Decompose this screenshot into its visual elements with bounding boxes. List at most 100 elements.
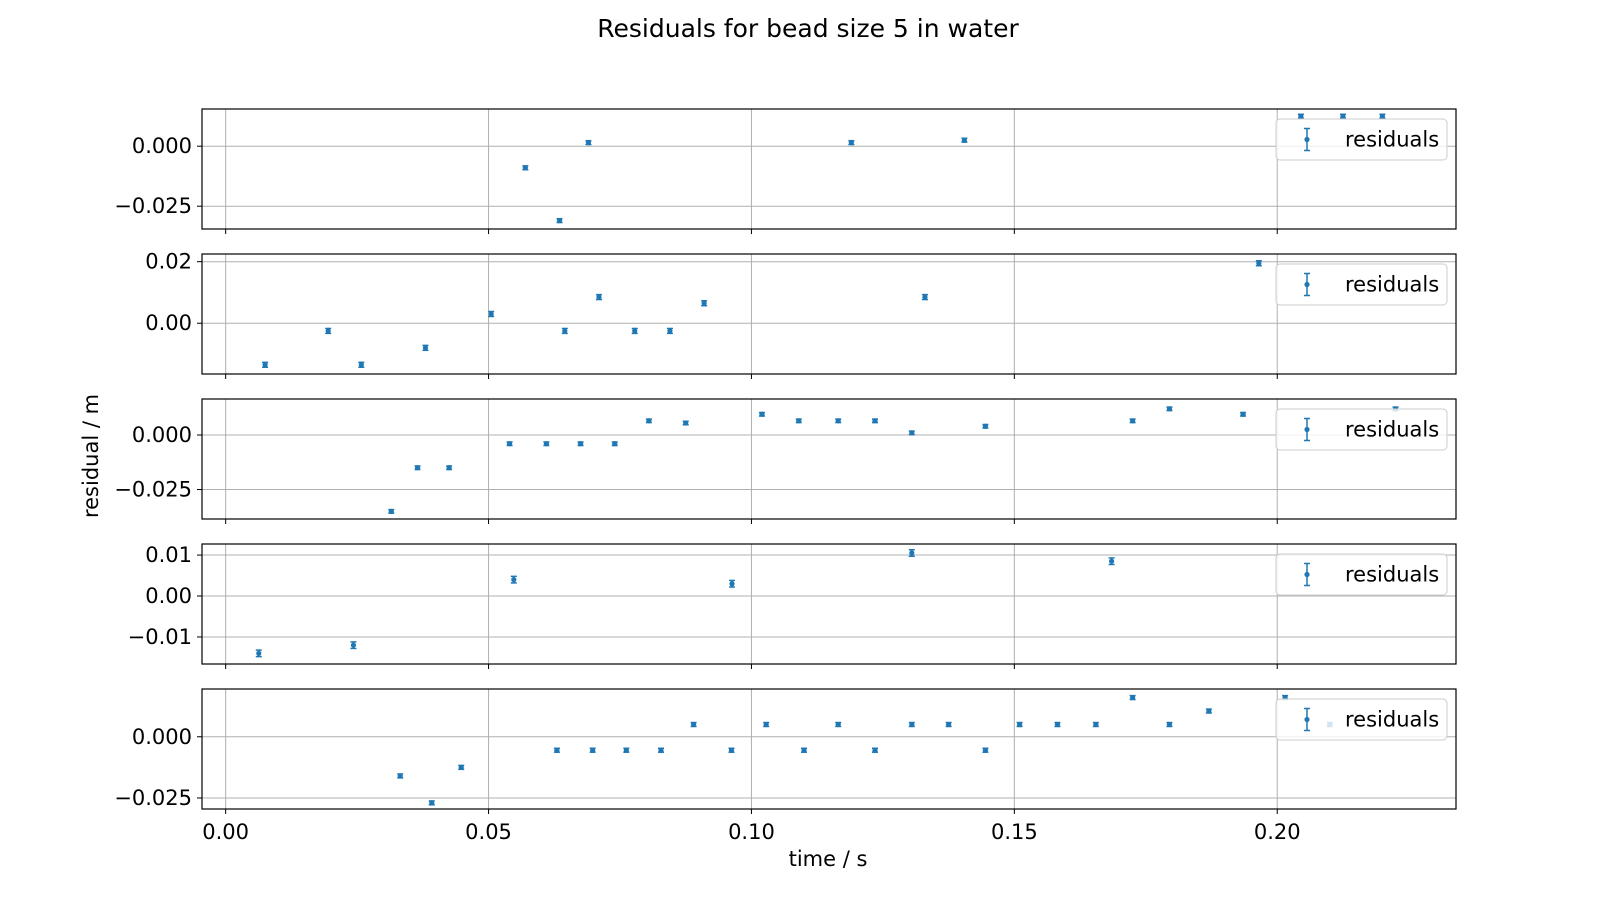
axes-frame bbox=[201, 108, 1457, 230]
point-marker bbox=[1379, 113, 1385, 119]
point-marker bbox=[848, 140, 854, 146]
data-point bbox=[921, 293, 928, 301]
point-marker bbox=[909, 550, 915, 556]
legend-marker bbox=[1304, 136, 1310, 143]
data-point bbox=[589, 747, 596, 753]
data-point bbox=[510, 575, 517, 584]
data-point bbox=[414, 465, 421, 471]
data-point bbox=[848, 139, 855, 146]
point-marker bbox=[1130, 418, 1136, 424]
data-point bbox=[1166, 721, 1173, 728]
legend-label: residuals bbox=[1345, 128, 1439, 152]
point-marker bbox=[1240, 411, 1246, 417]
legend-box bbox=[1275, 118, 1448, 161]
point-marker bbox=[835, 418, 841, 424]
data-point bbox=[945, 721, 952, 728]
legend-label: residuals bbox=[1345, 708, 1439, 732]
point-marker bbox=[262, 362, 268, 368]
point-marker bbox=[872, 418, 878, 424]
point-marker bbox=[909, 721, 915, 728]
data-point bbox=[982, 747, 989, 753]
point-marker bbox=[1206, 708, 1212, 714]
subplot-5: 0.00 0.05 0.10 0.15 0.20 0.000 −0.025 residuals bbox=[114, 688, 1457, 844]
data-point bbox=[611, 441, 618, 447]
x-tick-label: 0.10 bbox=[728, 820, 775, 844]
data-point bbox=[553, 747, 560, 753]
point-marker bbox=[701, 300, 707, 306]
point-marker bbox=[946, 721, 952, 728]
subplot-3: 0.000 −0.025 residuals bbox=[114, 398, 1457, 524]
x-axis-label: time / s bbox=[789, 847, 868, 871]
point-marker bbox=[596, 294, 602, 300]
point-marker bbox=[429, 800, 435, 806]
data-point bbox=[1129, 694, 1136, 701]
legend-box bbox=[1275, 408, 1448, 451]
point-marker bbox=[590, 747, 596, 753]
x-tick-label: 0.00 bbox=[202, 820, 249, 844]
point-marker bbox=[577, 441, 584, 447]
y-tick-label: −0.01 bbox=[128, 625, 192, 649]
data-point bbox=[422, 344, 429, 352]
point-marker bbox=[1340, 113, 1346, 119]
data-point bbox=[1205, 708, 1212, 714]
data-point bbox=[585, 139, 592, 146]
point-marker bbox=[1109, 558, 1115, 564]
data-point bbox=[682, 420, 689, 426]
legend-label: residuals bbox=[1345, 563, 1439, 587]
legend-box bbox=[1275, 698, 1448, 741]
chart-title: Residuals for bead size 5 in water bbox=[597, 14, 1019, 43]
point-marker bbox=[1166, 406, 1173, 412]
point-marker bbox=[763, 721, 769, 728]
legend-box bbox=[1275, 553, 1448, 596]
axes-frame bbox=[201, 398, 1457, 520]
legend-box bbox=[1275, 263, 1448, 306]
point-marker bbox=[1256, 260, 1262, 266]
point-marker bbox=[909, 430, 915, 436]
data-point bbox=[522, 165, 529, 171]
point-marker bbox=[422, 345, 429, 351]
data-point bbox=[801, 747, 808, 753]
data-point bbox=[1240, 411, 1247, 417]
y-tick-label: 0.000 bbox=[132, 725, 192, 749]
data-point bbox=[488, 310, 495, 318]
y-tick-label: 0.00 bbox=[145, 584, 192, 608]
data-point bbox=[255, 649, 262, 658]
y-tick-label: 0.01 bbox=[145, 543, 192, 567]
point-marker bbox=[397, 773, 403, 779]
data-point bbox=[908, 430, 915, 436]
data-point bbox=[446, 465, 453, 471]
point-marker bbox=[488, 311, 494, 317]
data-point bbox=[795, 418, 802, 424]
legend-handle bbox=[1304, 707, 1310, 732]
data-point bbox=[666, 327, 673, 335]
legend-marker bbox=[1304, 716, 1310, 723]
data-point bbox=[623, 747, 630, 753]
point-marker bbox=[522, 165, 528, 171]
subplot-1: 0.000 −0.025 residuals bbox=[114, 108, 1457, 234]
point-marker bbox=[658, 747, 664, 753]
point-marker bbox=[623, 747, 629, 753]
x-tick-label: 0.05 bbox=[465, 820, 512, 844]
point-marker bbox=[511, 577, 517, 583]
data-point bbox=[1166, 406, 1173, 412]
data-point bbox=[758, 411, 765, 417]
data-point bbox=[350, 641, 357, 650]
data-point bbox=[631, 327, 638, 335]
point-marker bbox=[1130, 694, 1136, 701]
point-marker bbox=[388, 508, 394, 514]
point-marker bbox=[562, 328, 568, 334]
legend-handle bbox=[1304, 562, 1310, 587]
point-marker bbox=[835, 721, 841, 728]
subplots: 0.000−0.025residuals0.020.00residuals0.0… bbox=[114, 108, 1457, 844]
data-point bbox=[1054, 721, 1061, 728]
subplot-2: 0.02 0.00 residuals bbox=[145, 250, 1457, 379]
data-point bbox=[835, 721, 842, 728]
legend-marker bbox=[1304, 281, 1310, 288]
point-marker bbox=[872, 747, 878, 753]
y-tick-label: 0.00 bbox=[145, 311, 192, 335]
point-marker bbox=[1016, 721, 1023, 728]
data-point bbox=[701, 300, 708, 307]
data-point bbox=[728, 747, 735, 753]
point-marker bbox=[683, 420, 689, 426]
point-marker bbox=[1093, 721, 1099, 728]
